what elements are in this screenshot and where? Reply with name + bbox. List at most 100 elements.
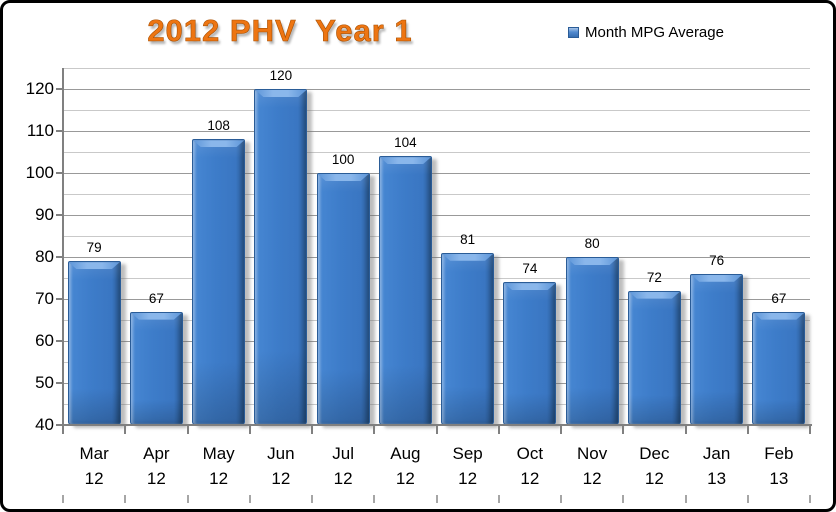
bar [627, 290, 681, 425]
bar [565, 257, 619, 425]
bar [441, 252, 495, 425]
x-axis-tick [311, 426, 313, 434]
legend-series-marker-icon [568, 27, 579, 38]
y-axis-label: 60 [35, 331, 54, 350]
y-axis-tick [56, 172, 63, 174]
y-axis-label: 110 [26, 121, 54, 140]
bar-value-label: 80 [584, 236, 600, 251]
x-axis-bottom-tick [373, 495, 376, 503]
y-axis-label: 120 [25, 79, 54, 98]
x-axis-bottom-tick [124, 495, 127, 503]
bar [67, 261, 121, 425]
y-axis-tick [56, 88, 63, 90]
bar-value-label: 76 [709, 252, 725, 268]
y-axis-tick [56, 130, 63, 132]
minor-gridline [63, 67, 810, 69]
bar-value-label: 67 [148, 290, 164, 306]
bar-value-label: 72 [646, 269, 662, 285]
x-axis-bottom-tick [435, 495, 438, 503]
y-axis-tick [56, 424, 63, 426]
y-axis-label: 50 [35, 373, 54, 392]
minor-gridline [63, 403, 810, 405]
y-axis-label: 70 [35, 289, 54, 308]
x-axis-label: Apr 12 [143, 444, 170, 488]
x-axis-label: Aug 12 [390, 444, 421, 488]
major-gridline [63, 88, 810, 90]
x-axis-tick [622, 426, 625, 434]
bar [378, 156, 432, 425]
minor-gridline [63, 277, 810, 279]
x-axis-label: Jul 12 [332, 444, 354, 488]
x-axis-tick [124, 426, 127, 434]
x-axis-tick [746, 426, 749, 434]
x-axis-tick [435, 426, 438, 434]
y-axis-label: 90 [35, 205, 54, 224]
legend: Month MPG Average [568, 24, 724, 41]
major-gridline [63, 130, 810, 132]
major-gridline [63, 256, 810, 258]
bar-value-label: 67 [771, 290, 787, 306]
bar-value-label: 79 [86, 240, 102, 256]
x-axis-label: Oct 12 [516, 444, 544, 488]
bar [690, 273, 744, 425]
x-axis-bottom-tick [311, 495, 313, 503]
x-axis-tick [560, 426, 562, 434]
bar-value-label: 108 [207, 118, 230, 134]
minor-gridline [63, 235, 810, 237]
y-axis-tick [56, 214, 63, 216]
x-axis-bottom-tick [684, 495, 687, 503]
minor-gridline [63, 193, 810, 195]
bar [254, 89, 308, 425]
y-axis-label: 100 [25, 163, 54, 182]
major-gridline [63, 214, 810, 216]
x-axis-tick [248, 426, 251, 434]
major-gridline [63, 340, 810, 342]
minor-gridline [63, 151, 810, 153]
x-axis-label: Nov 12 [577, 444, 608, 488]
bar [316, 173, 370, 425]
y-axis-tick [56, 256, 63, 258]
x-axis-bottom-tick [622, 495, 625, 503]
x-axis-tick [62, 426, 64, 434]
x-axis-bottom-tick [186, 495, 189, 503]
bar-value-label: 74 [522, 261, 538, 277]
y-axis-line [62, 68, 64, 427]
legend-series-label: Month MPG Average [585, 24, 724, 41]
y-axis-tick [56, 340, 63, 342]
x-axis-tick [809, 426, 811, 434]
x-axis-bottom-tick [746, 495, 749, 503]
bar-value-label: 120 [269, 68, 293, 83]
x-axis-label: Dec 12 [639, 444, 670, 488]
x-axis-label: Mar 12 [79, 444, 109, 488]
x-axis-tick [186, 426, 189, 434]
bar-value-label: 104 [394, 135, 417, 151]
x-axis-tick [373, 426, 376, 434]
major-gridline [63, 298, 810, 300]
x-axis-label: Feb 13 [764, 444, 794, 488]
x-axis-tick [684, 426, 687, 434]
x-axis-line [63, 424, 812, 426]
major-gridline [63, 172, 810, 174]
x-axis-label: Jan 13 [702, 444, 731, 488]
minor-gridline [63, 109, 810, 111]
y-axis-label: 80 [35, 247, 54, 266]
x-axis-bottom-tick [62, 495, 64, 503]
bar-value-label: 81 [460, 231, 476, 247]
x-axis-label: May 12 [202, 444, 235, 488]
minor-gridline [63, 361, 810, 363]
x-axis-bottom-tick [809, 495, 811, 503]
bar [129, 311, 183, 425]
x-axis-label: Jun 12 [267, 444, 295, 488]
y-axis-label: 40 [35, 415, 54, 434]
y-axis-tick [56, 382, 63, 384]
bar [192, 139, 246, 425]
x-axis-bottom-tick [248, 495, 251, 503]
minor-gridline [63, 319, 810, 321]
bar [752, 311, 806, 425]
x-axis-label: Sep 12 [452, 444, 483, 488]
x-axis-bottom-tick [560, 495, 562, 503]
chart-title: 2012 PHV Year 1 [147, 13, 413, 49]
major-gridline [63, 382, 810, 384]
bar-value-label: 100 [331, 152, 355, 167]
